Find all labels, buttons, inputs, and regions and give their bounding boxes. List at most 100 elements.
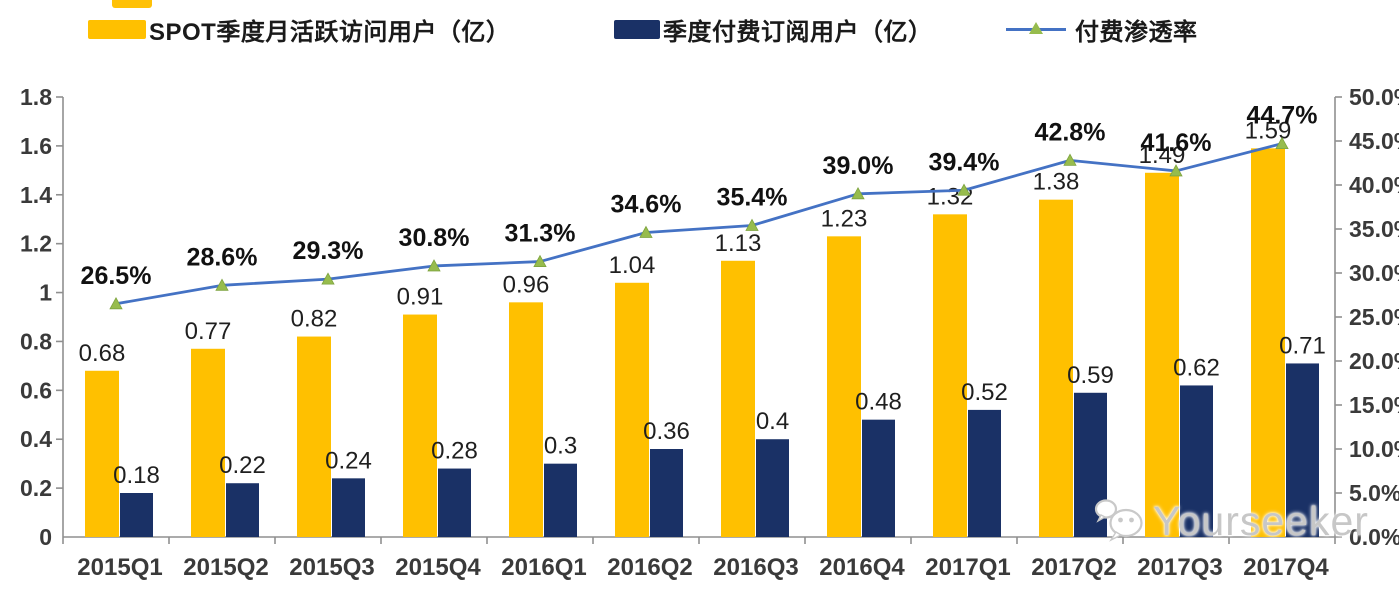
mau-bar-value-label: 0.96 [503,271,550,298]
subscriber-bar [650,449,683,537]
left-tick-label: 0.4 [20,426,52,452]
penetration-value-label: 30.8% [399,224,470,252]
legend-item-penetration: 付费渗透率 [1006,14,1198,46]
mau-legend-label: SPOT季度月活跃访问用户（亿） [149,18,511,46]
left-tick-label: 1.4 [20,182,52,208]
penetration-value-label: 29.3% [293,237,364,265]
watermark: Yourseeker [1093,496,1369,546]
mau-bar-value-label: 1.04 [609,252,656,279]
mau-bar [403,314,437,537]
left-tick-label: 0.2 [20,475,52,501]
subscriber-bar [544,463,577,537]
subscriber-bar [968,409,1001,537]
penetration-value-label: 28.6% [187,243,258,271]
right-tick-label: 15.0% [1349,392,1399,418]
right-tick-label: 30.0% [1349,260,1399,286]
mau-bar [1145,172,1179,537]
subscriber-bar-value-label: 0.36 [643,418,690,445]
subscriber-bar-value-label: 0.28 [431,438,478,465]
mau-bar-value-label: 1.49 [1139,142,1186,169]
mau-legend-swatch [88,19,146,39]
penetration-legend-label: 付费渗透率 [1075,18,1198,46]
penetration-value-label: 41.6% [1141,129,1212,157]
right-tick-label: 25.0% [1349,304,1399,330]
left-tick-label: 1 [39,280,52,306]
mau-bar [509,302,543,537]
triangle-marker-icon [1029,22,1043,34]
subscriber-bar [1286,363,1319,537]
mau-bar [1251,148,1285,538]
mau-bar [1039,199,1073,537]
subscriber-bar-value-label: 0.18 [113,462,160,489]
right-tick-label: 35.0% [1349,216,1399,242]
x-tick-label: 2017Q2 [1031,554,1116,581]
mau-bar-value-label: 0.91 [397,284,444,311]
line-marker-triangle [639,225,653,238]
mau-bar-value-label: 0.82 [291,306,338,333]
line-marker-triangle [1063,153,1077,166]
subscriber-bar [862,419,895,537]
line-marker-triangle [851,186,865,200]
subscriber-bar-value-label: 0.48 [855,389,902,416]
x-tick-label: 2015Q1 [77,554,162,581]
right-tick-label: 45.0% [1349,128,1399,154]
penetration-value-label: 35.4% [717,183,788,211]
x-tick-label: 2017Q1 [925,554,1010,581]
mau-bar-value-label: 1.38 [1033,169,1080,196]
x-tick-label: 2015Q3 [289,554,374,581]
line-marker-triangle [957,183,971,196]
penetration-value-label: 42.8% [1035,118,1106,146]
left-tick-label: 0.6 [20,377,52,403]
x-tick-label: 2016Q1 [501,554,586,581]
left-tick-label: 1.2 [20,231,52,257]
subscriber-bar-value-label: 0.71 [1279,332,1326,359]
mau-bar-value-label: 1.13 [715,230,762,257]
x-tick-label: 2016Q2 [607,554,692,581]
mau-bar [933,214,967,538]
mau-bar-value-label: 0.68 [79,340,126,367]
subscriber-bar [120,493,153,537]
subscriber-bar [226,483,259,537]
penetration-value-label: 34.6% [611,191,682,219]
cropped-swatch-artifact [112,0,152,8]
left-tick-label: 0.8 [20,328,52,354]
subscriber-bar-value-label: 0.52 [961,379,1008,406]
line-marker-triangle [109,296,123,310]
penetration-line [115,142,1283,306]
right-tick-label: 50.0% [1349,84,1399,110]
right-tick-label: 20.0% [1349,348,1399,374]
subscriber-bar-value-label: 0.22 [219,452,266,479]
subscriber-bar-value-label: 0.4 [756,408,789,435]
penetration-value-label: 31.3% [505,220,576,248]
line-marker-triangle [533,254,547,267]
mau-bar [827,236,861,538]
right-tick-label: 5.0% [1349,480,1399,506]
watermark-text: Yourseeker [1153,497,1369,544]
mau-bar-value-label: 1.23 [821,205,868,232]
subscriber-bar [332,478,365,537]
right-tick-label: 40.0% [1349,172,1399,198]
subscriber-bar-value-label: 0.24 [325,447,372,474]
mau-bar [297,336,331,537]
subscriber-bar [438,468,471,537]
subscriber-bar [756,439,789,537]
x-tick-label: 2017Q3 [1137,554,1222,581]
line-marker-triangle [215,278,229,291]
subscriber-bar-value-label: 0.62 [1173,354,1220,381]
subscriber-bar-value-label: 0.59 [1067,362,1114,389]
line-marker-triangle [1169,164,1183,177]
x-tick-label: 2015Q4 [395,554,481,581]
subscribers-legend-label: 季度付费订阅用户（亿） [663,18,933,46]
x-tick-label: 2016Q4 [819,554,905,581]
right-tick-label: 0.0% [1349,524,1399,550]
penetration-value-label: 39.0% [823,152,894,180]
penetration-value-label: 39.4% [929,148,1000,176]
subscribers-legend-swatch [614,19,660,39]
line-marker-triangle [321,272,335,285]
x-tick-label: 2015Q2 [183,554,268,581]
x-tick-label: 2016Q3 [713,554,798,581]
mau-bar [191,348,225,537]
penetration-value-label: 26.5% [81,262,152,290]
